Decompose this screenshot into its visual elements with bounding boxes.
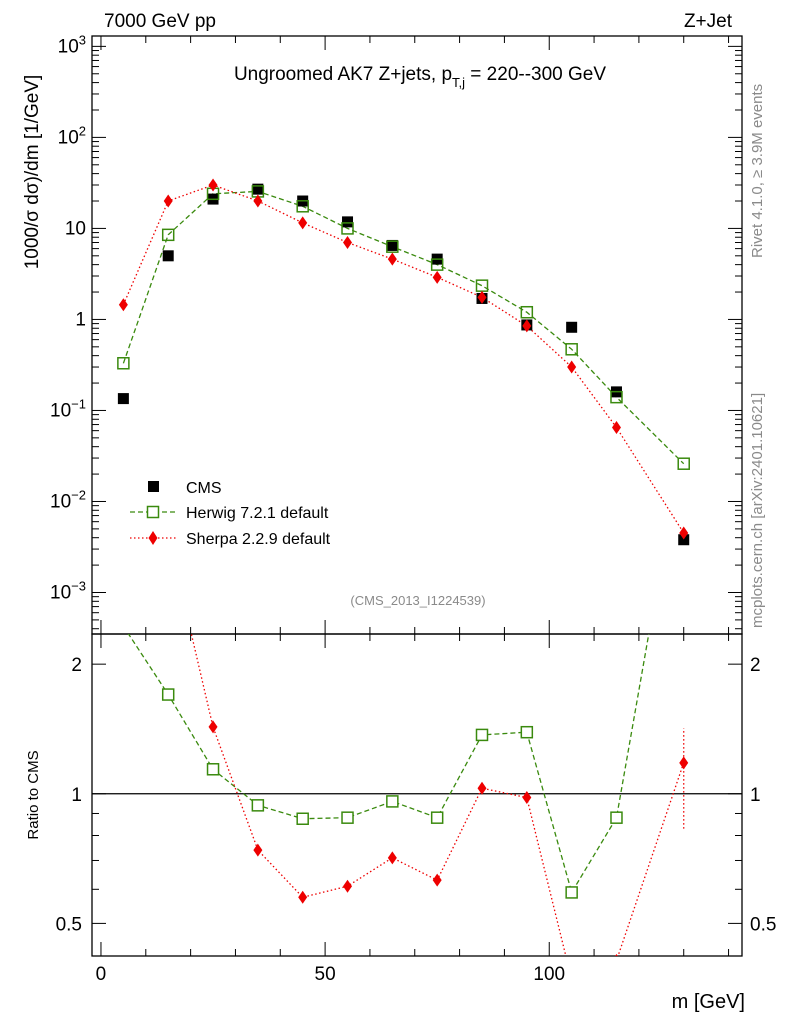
herwig-ratio-point [520,725,534,739]
mcplots-label: mcplots.cern.ch [arXiv:2401.10621] [749,393,766,628]
ratio-y-tick-label-right: 0.5 [750,914,776,935]
cms-point [342,216,354,228]
ratio-y-tick-label-right: 2 [750,655,761,676]
sherpa-point [477,290,487,304]
cms-point [117,393,129,405]
herwig-point [677,457,690,470]
x-tick-label: 50 [315,964,336,985]
ratio-y-axis: 2 2 1 1 0.5 0.5 [56,655,777,935]
sherpa-point [253,194,263,208]
legend-sherpa-label: Sherpa 2.2.9 default [186,531,331,548]
main-y-axis-label: 1000/σ dσ)/dm [1/GeV] [22,75,43,270]
sherpa-ratio-line [190,634,685,956]
herwig-point [610,390,623,404]
sherpa-ratio-point [298,890,308,904]
herwig-ratio-point [341,811,354,824]
x-axis: 0 50 100 [96,36,730,985]
y-tick-label: 10−1 [50,396,86,421]
sherpa-ratio-point [477,781,487,795]
sherpa-point [163,194,173,208]
sherpa-ratio-point [343,879,353,893]
herwig-point [386,240,399,253]
sherpa-point [208,178,218,192]
analysis-id-label: (CMS_2013_I1224539) [350,593,485,608]
ratio-plot-data [118,430,689,986]
x-tick-label: 100 [533,964,565,985]
cms-point [678,534,690,546]
ratio-y-tick-label-right: 1 [750,785,761,806]
herwig-point [520,305,534,319]
sherpa-point [679,526,689,540]
sherpa-ratio-point [567,973,576,986]
herwig-point [296,200,309,213]
herwig-ratio-point [118,621,129,632]
y-tick-label: 10−2 [50,487,86,512]
main-plot-title: Ungroomed AK7 Z+jets, pT,j = 220--300 Ge… [234,64,606,90]
legend-sherpa-marker [148,531,158,545]
ratio-y-tick-label: 2 [71,655,82,676]
herwig-point [117,357,130,370]
y-tick-label: 1 [75,309,86,330]
herwig-ratio-line [127,634,650,895]
herwig-ratio-point [251,799,265,812]
sherpa-point [432,270,442,284]
herwig-ratio-point [475,728,489,742]
y-tick-label: 10−3 [50,579,86,604]
sherpa-ratio-point [615,954,618,956]
cms-point [162,250,174,262]
cms-point [566,321,578,333]
sherpa-point [343,236,353,250]
sherpa-ratio-point [522,791,532,805]
herwig-ratio-point [161,688,175,701]
herwig-ratio-point [206,763,220,776]
ratio-y-tick-label: 0.5 [56,914,82,935]
herwig-ratio-point [386,795,399,808]
x-tick-label: 0 [96,964,107,985]
herwig-point [430,258,444,271]
legend-cms-label: CMS [186,480,222,497]
legend-herwig-label: Herwig 7.2.1 default [186,505,329,522]
herwig-ratio-point [610,811,623,824]
sherpa-ratio-point [679,756,689,770]
ratio-plot-frame [91,633,743,957]
sherpa-point [567,360,577,374]
sherpa-ratio-point [253,843,263,857]
cms-point [252,183,264,195]
herwig-ratio-point [296,812,309,825]
y-tick-label: 10 [65,218,86,239]
herwig-ratio-point [430,811,444,824]
sherpa-ratio-point [432,873,442,887]
legend: CMS Herwig 7.2.1 default Sherpa 2.2.9 de… [130,480,331,548]
header-left: 7000 GeV pp [104,11,216,32]
y-tick-label: 103 [58,32,86,57]
herwig-point [475,279,489,292]
herwig-ratio-point [565,886,578,899]
ratio-y-tick-label: 1 [71,785,82,806]
herwig-point [341,222,354,235]
legend-cms-marker [148,481,159,492]
sherpa-point [387,252,397,266]
sherpa-ratio-point [208,720,218,734]
herwig-line [122,190,685,465]
y-tick-label: 102 [58,123,86,148]
sherpa-point [118,298,128,312]
sherpa-point [522,319,532,333]
sherpa-ratio-point [387,851,397,865]
ratio-y-axis-label: Ratio to CMS [25,750,42,839]
x-axis-label: m [GeV] [672,991,745,1013]
header-right: Z+Jet [684,11,733,32]
main-plot-data [117,178,690,546]
rivet-version-label: Rivet 4.1.0, ≥ 3.9M events [749,84,766,258]
sherpa-point [611,420,621,434]
herwig-point [565,343,578,356]
herwig-point [161,228,175,242]
sherpa-ratio-point [164,528,173,541]
legend-herwig-marker [146,505,160,519]
sherpa-point [298,216,308,230]
herwig-ratio-point [678,430,689,441]
cms-point [386,239,398,251]
